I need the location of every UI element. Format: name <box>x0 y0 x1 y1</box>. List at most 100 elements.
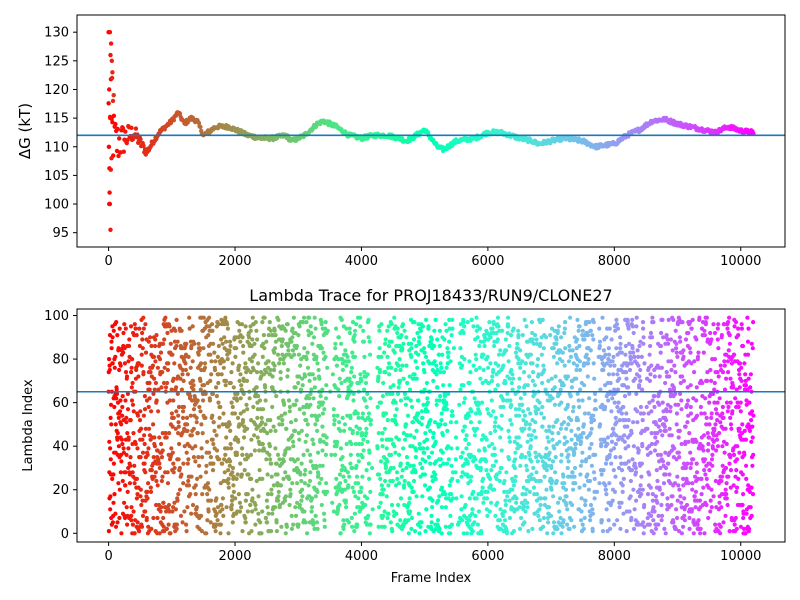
lambda-point <box>468 452 473 457</box>
lambda-point <box>691 396 696 401</box>
lambda-point <box>307 396 312 401</box>
lambda-point <box>158 509 163 514</box>
lambda-point <box>737 372 742 377</box>
lambda-point <box>600 315 605 320</box>
lambda-point <box>714 437 720 442</box>
lambda-point <box>278 483 284 488</box>
lambda-point <box>507 498 512 503</box>
lambda-point <box>438 370 443 375</box>
lambda-point <box>377 472 382 477</box>
lambda-point <box>311 441 316 447</box>
lambda-point <box>205 481 211 486</box>
lambda-point <box>325 489 330 494</box>
lambda-point <box>132 481 137 486</box>
lambda-point <box>742 452 747 457</box>
lambda-point <box>477 411 482 416</box>
lambda-point <box>529 472 534 477</box>
lambda-point <box>462 324 467 329</box>
lambda-point <box>385 459 390 464</box>
lambda-point <box>306 328 311 333</box>
lambda-point <box>463 437 468 442</box>
lambda-point <box>451 346 456 351</box>
lambda-point <box>489 398 494 403</box>
lambda-point <box>211 420 216 425</box>
lambda-point <box>212 350 217 355</box>
lambda-point <box>198 387 203 392</box>
lambda-point <box>711 439 716 444</box>
lambda-point <box>189 511 194 516</box>
lambda-point <box>711 494 716 499</box>
lambda-point <box>431 435 436 440</box>
lambda-point <box>641 341 646 346</box>
lambda-point <box>317 413 322 418</box>
lambda-point <box>530 337 535 342</box>
lambda-point <box>241 435 247 440</box>
lambda-point <box>538 341 543 346</box>
lambda-point <box>459 474 464 479</box>
lambda-point <box>318 394 323 399</box>
lambda-point <box>713 478 718 484</box>
lambda-point <box>127 337 132 342</box>
lambda-point <box>283 531 288 536</box>
lambda-point <box>704 415 709 420</box>
lambda-point <box>613 441 619 447</box>
lambda-point <box>290 326 295 331</box>
lambda-point <box>619 461 624 466</box>
lambda-point <box>603 404 608 410</box>
lambda-point <box>469 317 474 322</box>
lambda-point <box>356 459 361 464</box>
lambda-point <box>123 483 128 488</box>
lambda-point <box>362 354 367 359</box>
lambda-point <box>193 444 198 449</box>
lambda-point <box>681 476 686 481</box>
lambda-point <box>624 529 629 534</box>
lambda-point <box>656 522 661 527</box>
lambda-point <box>138 409 143 414</box>
lambda-point <box>478 465 483 471</box>
lambda-point <box>198 361 204 366</box>
lambda-point <box>309 496 315 501</box>
lambda-point <box>628 494 633 499</box>
lambda-point <box>588 502 594 508</box>
lambda-point <box>366 513 371 519</box>
lambda-point <box>131 431 136 436</box>
lambda-point <box>313 513 318 519</box>
lambda-point <box>294 343 299 349</box>
lambda-point <box>466 441 471 447</box>
lambda-point <box>250 487 255 492</box>
lambda-point <box>668 404 673 410</box>
dg-point <box>115 126 120 132</box>
lambda-point <box>450 326 455 331</box>
lambda-point <box>548 513 554 519</box>
lambda-point <box>367 450 372 455</box>
lambda-point <box>413 470 418 475</box>
lambda-point <box>519 515 524 521</box>
lambda-point <box>309 330 314 336</box>
lambda-point <box>543 496 548 501</box>
lambda-point <box>152 376 157 381</box>
lambda-point <box>613 415 618 420</box>
lambda-point <box>349 441 354 447</box>
lambda-point <box>443 492 448 497</box>
lambda-point <box>591 361 596 366</box>
lambda-point <box>417 441 422 447</box>
lambda-point <box>302 374 308 379</box>
lambda-point <box>285 367 290 373</box>
lambda-point <box>680 320 685 325</box>
dg-point <box>113 121 118 127</box>
lambda-point <box>334 363 339 368</box>
lambda-point <box>623 461 629 466</box>
lambda-point <box>668 409 673 414</box>
lambda-point <box>568 394 573 399</box>
lambda-point <box>176 424 181 429</box>
lambda-point <box>220 422 225 427</box>
lambda-point <box>626 385 631 390</box>
lambda-point <box>435 518 441 523</box>
lambda-point <box>384 446 389 451</box>
lambda-point <box>437 494 442 499</box>
lambda-point <box>284 426 289 431</box>
lambda-point <box>665 496 670 501</box>
lambda-point <box>734 468 739 473</box>
lambda-point <box>406 531 411 536</box>
lambda-point <box>660 317 665 322</box>
